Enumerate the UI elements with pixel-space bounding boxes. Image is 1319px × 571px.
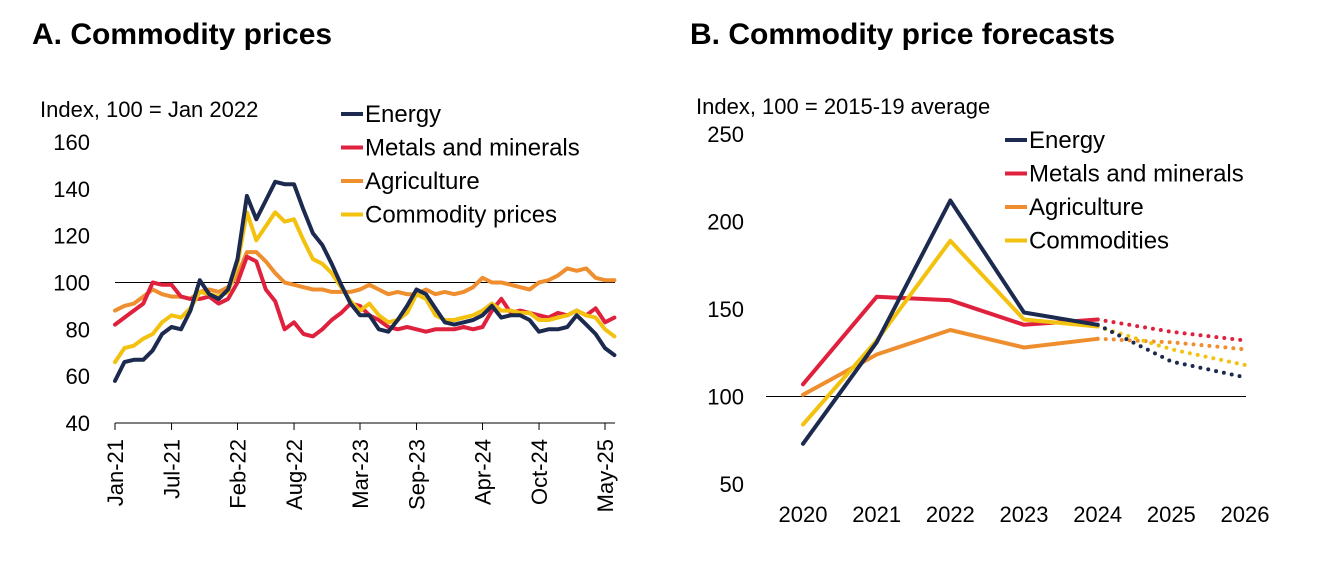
x-tick-label: 2025	[1147, 502, 1196, 527]
series-line-energy	[801, 198, 1100, 446]
x-tick-label: Feb-22	[226, 439, 251, 509]
y-axis-label: Index, 100 = Jan 2022	[40, 97, 258, 122]
legend-label-energy: Energy	[365, 101, 441, 128]
y-tick-label: 100	[707, 385, 744, 410]
chart-a-commodity-prices: Index, 100 = Jan 2022 40 60 80 100 120 140 160 J…	[40, 97, 618, 512]
y-tick-label: 140	[53, 177, 90, 202]
x-tick-label: 2022	[926, 502, 975, 527]
panel-a-title: A. Commodity prices	[32, 18, 333, 51]
x-tick-label: Aug-22	[282, 439, 307, 510]
x-tick-label: 2020	[779, 502, 828, 527]
legend-label-commodity-prices: Commodity prices	[365, 202, 557, 229]
legend-label-energy: Energy	[1029, 127, 1105, 154]
legend-label-metals-and-minerals: Metals and minerals	[1029, 161, 1244, 188]
legend-label-commodities: Commodities	[1029, 228, 1169, 255]
x-tick-label: Mar-23	[348, 439, 373, 509]
series-forecast-commodities	[1095, 324, 1247, 367]
legend-label-agriculture: Agriculture	[1029, 194, 1144, 221]
y-tick-label: 60	[66, 364, 90, 389]
x-tick-label: 2021	[852, 502, 901, 527]
y-tick-label: 120	[53, 224, 90, 249]
y-tick-label: 160	[53, 130, 90, 155]
x-tick-label: Jan-21	[103, 439, 128, 506]
x-tick-label: 2024	[1073, 502, 1122, 527]
x-tick-label: 2023	[1000, 502, 1049, 527]
series-forecast-metals-and-minerals	[1095, 317, 1247, 343]
legend-label-metals-and-minerals: Metals and minerals	[365, 135, 580, 162]
x-tick-label: Apr-24	[471, 439, 496, 505]
x-tick-label: 2026	[1221, 502, 1270, 527]
y-tick-label: 40	[66, 411, 90, 436]
x-tick-label: Sep-23	[405, 439, 430, 510]
y-tick-label: 200	[707, 210, 744, 235]
x-tick-label: Oct-24	[527, 439, 552, 505]
y-tick-label: 250	[707, 122, 744, 147]
series-line-commodity-prices	[113, 210, 617, 365]
y-axis-label: Index, 100 = 2015-19 average	[696, 94, 990, 119]
series-forecast-agriculture	[1095, 336, 1247, 352]
y-tick-label: 80	[66, 317, 90, 342]
y-tick-label: 50	[720, 472, 744, 497]
legend-label-agriculture: Agriculture	[365, 168, 480, 195]
series-line-energy	[113, 179, 617, 383]
x-tick-label: May-25	[593, 439, 618, 512]
y-tick-label: 100	[53, 271, 90, 296]
x-tick-label: Jul-21	[160, 439, 185, 499]
series-line-commodities	[801, 238, 1100, 427]
panel-b-title: B. Commodity price forecasts	[690, 18, 1116, 51]
y-tick-label: 150	[707, 297, 744, 322]
